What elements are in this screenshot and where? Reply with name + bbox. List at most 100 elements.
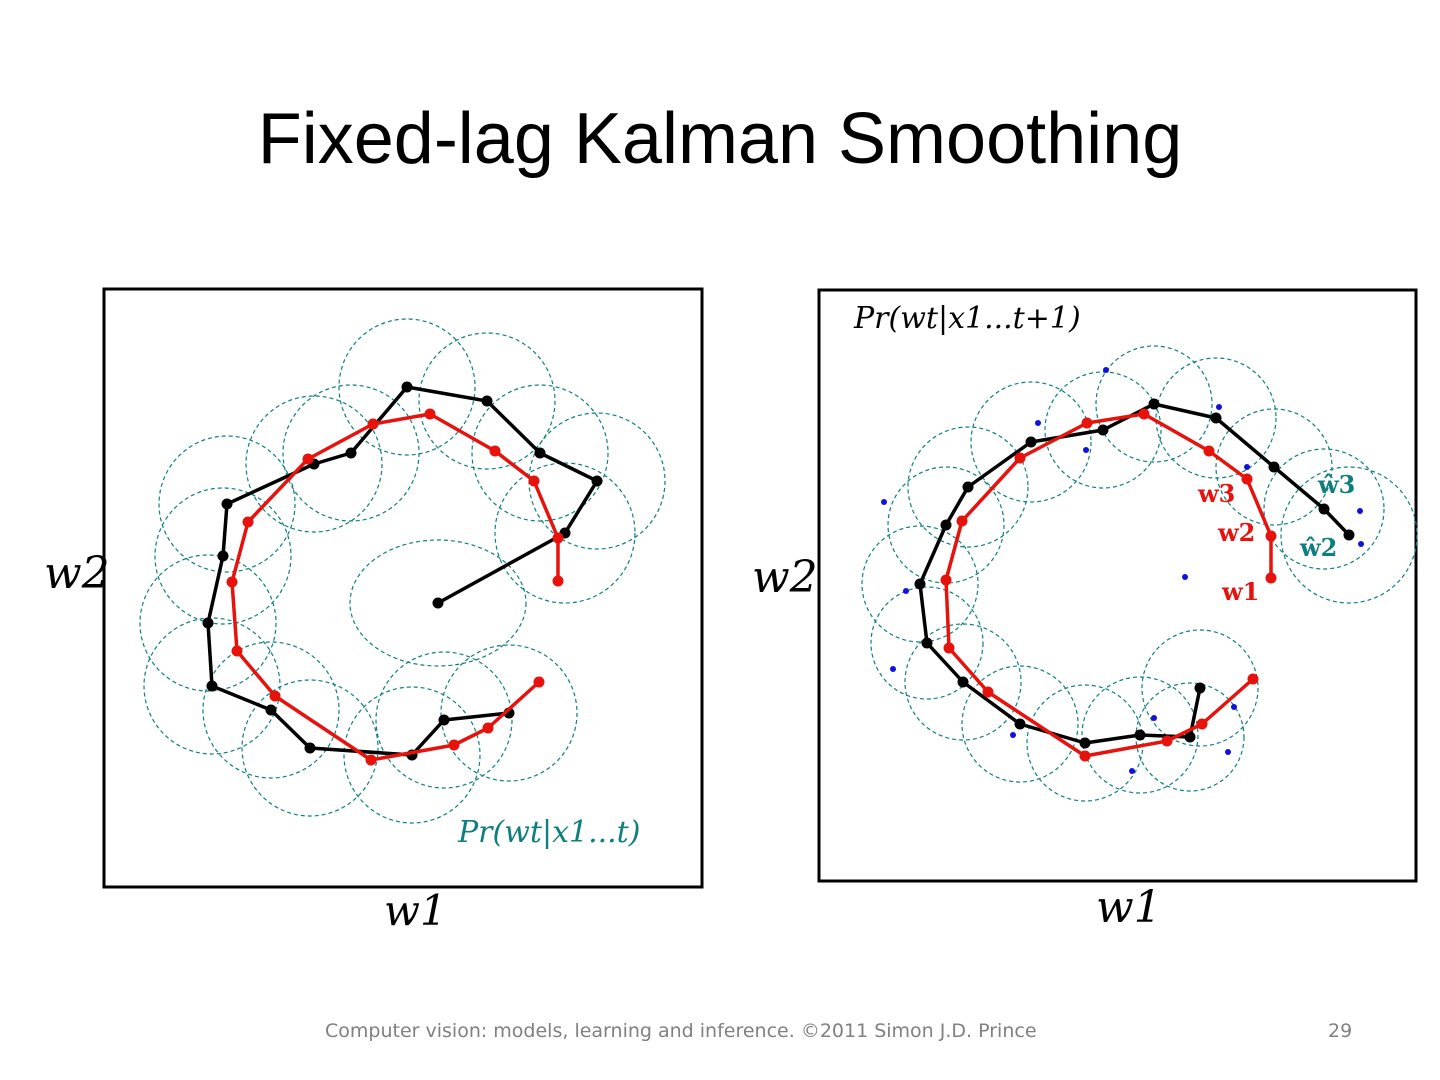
- right-xlabel: w1: [1096, 882, 1162, 933]
- uncertainty-ellipse: [1155, 357, 1277, 479]
- right-filtered-point: [962, 481, 974, 493]
- right-smoothed-point: [1196, 718, 1208, 730]
- uncertainty-ellipse: [1081, 676, 1199, 794]
- left-smoothed-point: [552, 575, 564, 587]
- uncertainty-ellipse: [870, 586, 984, 700]
- uncertainty-ellipse: [961, 665, 1079, 783]
- right-filtered-point: [1025, 436, 1037, 448]
- right-filtered-point: [1184, 731, 1196, 743]
- observation-point: [1225, 749, 1231, 755]
- left-caption: Pr(wt|x1...t): [457, 815, 640, 850]
- uncertainty-ellipse: [440, 644, 578, 782]
- right-ylabel: w2: [752, 552, 818, 603]
- right-smoothed-point: [1203, 445, 1215, 457]
- uncertainty-ellipse: [907, 426, 1029, 548]
- right-filtered-point: [1268, 461, 1280, 473]
- left-filtered-point: [432, 597, 444, 609]
- observation-point: [1035, 420, 1041, 426]
- uncertainty-ellipse: [202, 641, 340, 779]
- left-filtered-point: [206, 680, 218, 692]
- right-filtered-point: [1318, 503, 1330, 515]
- left-smoothed-point: [448, 739, 460, 751]
- left-smoothed-point: [226, 576, 238, 588]
- left-filtered-point: [217, 550, 229, 562]
- left-smoothed-point: [482, 722, 494, 734]
- right-smoothed-point: [956, 515, 968, 527]
- uncertainty-ellipse: [1215, 408, 1333, 526]
- left-smoothed-point: [367, 418, 379, 430]
- observation-point: [1216, 404, 1222, 410]
- page-number: 29: [1328, 1020, 1353, 1042]
- right-filtered-point: [1014, 718, 1026, 730]
- left-smoothed-point: [489, 445, 501, 457]
- uncertainty-ellipse: [154, 487, 292, 625]
- left-xlabel: w1: [384, 886, 447, 935]
- observation-point: [890, 666, 896, 672]
- left-filtered-point: [591, 475, 603, 487]
- left-uncertainty-ellipses: [139, 318, 666, 824]
- right-filtered-point: [940, 519, 952, 531]
- left-smoothed-point: [533, 676, 545, 688]
- left-filtered-point: [401, 381, 413, 393]
- right-filtered-point: [1194, 682, 1206, 694]
- uncertainty-ellipse: [494, 462, 636, 604]
- left-filtered-point: [345, 447, 357, 459]
- right-smoothed-point: [1081, 417, 1093, 429]
- left-filtered-point: [481, 395, 493, 407]
- left-filtered-path: [202, 381, 603, 761]
- right-filtered-point: [1343, 529, 1355, 541]
- left-filtered-point: [221, 498, 233, 510]
- uncertainty-ellipse: [887, 466, 1005, 584]
- uncertainty-ellipse: [1044, 371, 1162, 489]
- right-caption: Pr(wt|x1...t+1): [853, 301, 1081, 336]
- observation-point: [1231, 704, 1237, 710]
- uncertainty-ellipse: [970, 381, 1092, 503]
- observation-point: [903, 588, 909, 594]
- left-filtered-point: [438, 714, 450, 726]
- right-smoothed-point: [1265, 530, 1277, 542]
- left-smoothed-point: [528, 475, 540, 487]
- right-smoothed-point: [982, 686, 994, 698]
- right-filtered-point: [957, 676, 969, 688]
- right-filtered-path: [914, 398, 1355, 749]
- left-smoothed-path: [226, 408, 564, 766]
- uncertainty-ellipse: [1141, 629, 1259, 747]
- observation-point: [1357, 508, 1363, 514]
- right-uncertainty-ellipses: [861, 345, 1418, 802]
- right-smoothed-point: [1247, 673, 1259, 685]
- left-filtered-point: [265, 704, 277, 716]
- uncertainty-ellipse: [338, 318, 476, 456]
- right-smoothed-point: [1241, 473, 1253, 485]
- uncertainty-ellipse: [861, 525, 979, 643]
- observation-point: [1103, 367, 1109, 373]
- left-filtered-point: [304, 742, 316, 754]
- right-filtered-point: [1079, 737, 1091, 749]
- left-filtered-point: [202, 617, 214, 629]
- right-smoothed-point: [943, 642, 955, 654]
- uncertainty-ellipse: [1280, 466, 1418, 604]
- uncertainty-ellipse: [143, 617, 281, 755]
- uncertainty-ellipse: [158, 435, 296, 573]
- observation-point: [1182, 574, 1188, 580]
- observation-point: [1151, 715, 1157, 721]
- uncertainty-ellipse: [904, 623, 1022, 741]
- footer-credit: Computer vision: models, learning and in…: [325, 1020, 1037, 1042]
- right-filtered-point: [1148, 398, 1160, 410]
- right-smoothed-point: [1138, 408, 1150, 420]
- left-smoothed-point: [231, 645, 243, 657]
- label-w2: w2: [1217, 518, 1255, 547]
- uncertainty-ellipse: [139, 554, 277, 692]
- observation-point: [1010, 732, 1016, 738]
- right-filtered-point: [921, 637, 933, 649]
- right-smoothed-point: [1265, 572, 1277, 584]
- label-w2-hat: ŵ2: [1299, 533, 1337, 562]
- right-smoothed-point: [1014, 452, 1026, 464]
- uncertainty-ellipse: [1263, 448, 1385, 570]
- label-w3-hat: ŵ3: [1317, 470, 1355, 499]
- left-plot: Pr(wt|x1...t): [102, 287, 704, 889]
- label-w1: w1: [1221, 577, 1259, 606]
- right-plot-frame: [817, 288, 1418, 883]
- left-smoothed-point: [424, 408, 436, 420]
- uncertainty-ellipse: [245, 395, 383, 533]
